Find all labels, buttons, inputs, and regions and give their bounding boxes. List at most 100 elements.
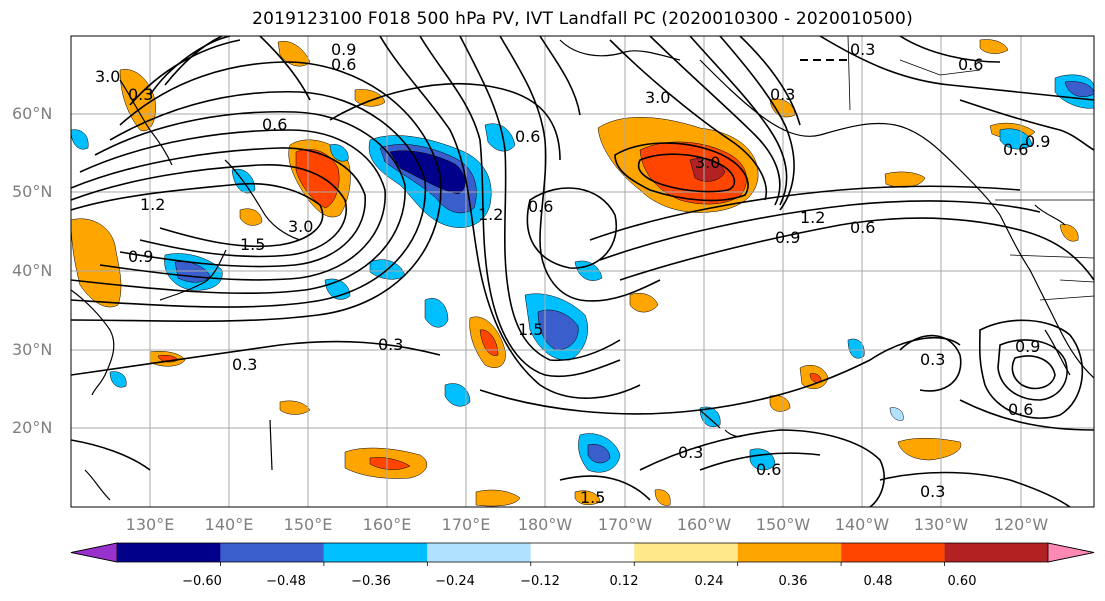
contour-label: 1.5: [240, 235, 265, 254]
contour-labels: 0.9 0.6 0.3 3.0 3.0 0.6 1.2 0.9 0.6 1.5 …: [95, 40, 1050, 507]
contour-label: 1.2: [800, 208, 825, 227]
anomaly-patch: [71, 129, 89, 150]
contour-label: 3.0: [288, 217, 313, 236]
lat-label: 40°N: [12, 261, 53, 280]
colorbar-extend-max: [1047, 542, 1095, 563]
anomaly-patch: [389, 150, 466, 195]
anomaly-patch: [574, 490, 601, 506]
contour-label: 0.3: [920, 482, 945, 501]
lon-label: 140°E: [204, 515, 254, 534]
contour-label: 0.6: [515, 127, 540, 146]
contour-label: 3.0: [645, 88, 670, 107]
colorbar-tick-label: −0.60: [182, 574, 222, 589]
lat-label: 20°N: [12, 418, 53, 437]
lon-label: 170°W: [597, 515, 653, 534]
anomaly-patch: [295, 149, 340, 209]
colorbar-tick-label: 0.24: [694, 574, 724, 589]
contour-label: 0.3: [920, 350, 945, 369]
colorbar-segment: [220, 543, 324, 562]
coastlines: [71, 39, 1094, 501]
anomaly-patch: [847, 338, 865, 359]
contour-label: 3.0: [695, 153, 720, 172]
anomaly-patch: [279, 400, 311, 415]
colorbar-segment: [841, 543, 945, 562]
contour-label: 0.3: [128, 85, 153, 104]
lon-label: 150°W: [755, 515, 811, 534]
anomaly-patch: [484, 123, 516, 152]
colorbar-tick-label: 0.60: [947, 574, 977, 589]
colorbar-tick-label: 0.48: [863, 574, 893, 589]
map-panel: 0.9 0.6 0.3 3.0 3.0 0.6 1.2 0.9 0.6 1.5 …: [71, 36, 1094, 507]
contour-label: 0.6: [262, 115, 287, 134]
anomaly-patch: [329, 144, 349, 162]
contour-label: 0.9: [775, 228, 800, 247]
colorbar-tick-label: −0.12: [520, 574, 560, 589]
lon-label: 160°W: [676, 515, 732, 534]
contour-label: 0.9: [1025, 132, 1050, 151]
contour-label: 1.2: [140, 195, 165, 214]
lon-label: 150°E: [283, 515, 333, 534]
colorbar-segment: [117, 543, 221, 562]
contour-label: 0.3: [770, 85, 795, 104]
anomaly-patch: [537, 309, 579, 351]
contour-label: 0.6: [958, 55, 983, 74]
lon-label: 180°W: [517, 515, 573, 534]
political-borders: [847, 36, 1094, 301]
contour-label: 1.2: [478, 205, 503, 224]
contour-label: 0.6: [528, 197, 553, 216]
anomaly-patch: [979, 39, 1009, 54]
lat-label: 30°N: [12, 340, 53, 359]
colorbar: [70, 542, 1095, 566]
contour-label: 0.6: [756, 460, 781, 479]
pv-anomaly-fills: [71, 39, 1094, 507]
lon-label: 130°W: [913, 515, 969, 534]
anomaly-patch: [897, 438, 962, 461]
colorbar-outline: [70, 542, 1095, 563]
anomaly-patch: [424, 298, 449, 328]
contour-label: 0.3: [678, 443, 703, 462]
contour-label: 0.9: [331, 40, 356, 59]
colorbar-tick-label: −0.24: [435, 574, 475, 589]
anomaly-patch: [699, 406, 721, 427]
anomaly-patch: [629, 292, 659, 313]
anomaly-patch: [71, 218, 122, 308]
map-border: [70, 35, 1095, 508]
colorbar-tick-label: 0.12: [609, 574, 639, 589]
anomaly-patch: [587, 444, 611, 464]
lon-label: 130°E: [125, 515, 175, 534]
contour-label: 1.5: [580, 488, 605, 507]
colorbar-segment: [634, 543, 738, 562]
contour-label: 0.6: [850, 218, 875, 237]
contour-label: 0.6: [331, 55, 356, 74]
lat-label: 50°N: [12, 182, 53, 201]
colorbar-segment: [944, 543, 1048, 562]
colorbar-tick-label: 0.36: [778, 574, 808, 589]
anomaly-patch: [1064, 81, 1094, 97]
anomaly-patch: [239, 208, 263, 226]
anomaly-patch: [277, 40, 311, 67]
contour-label: 0.9: [128, 247, 153, 266]
contour-label: 0.6: [1008, 400, 1033, 419]
graticule: [71, 36, 1094, 507]
colorbar-segment: [323, 543, 428, 562]
colorbar-extend-min: [70, 542, 118, 563]
contour-label: 0.3: [232, 355, 257, 374]
anomaly-patch: [889, 407, 904, 421]
lat-label: 60°N: [12, 104, 53, 123]
anomaly-patch: [999, 128, 1033, 150]
contour-label: 3.0: [95, 67, 120, 86]
contour-label: 0.3: [850, 40, 875, 59]
anomaly-patch: [475, 489, 521, 507]
colorbar-tick-label: −0.36: [351, 574, 391, 589]
anomaly-patch: [119, 69, 156, 132]
lon-label: 120°W: [993, 515, 1049, 534]
anomaly-patch: [354, 89, 386, 107]
anomaly-patch: [769, 395, 791, 412]
anomaly-patch: [1059, 224, 1079, 242]
pv-contours: [71, 36, 1094, 507]
colorbar-tick-label: −0.48: [266, 574, 306, 589]
contour-label: 0.6: [1003, 140, 1028, 159]
anomaly-patch: [654, 489, 671, 506]
figure-title: 2019123100 F018 500 hPa PV, IVT Landfall…: [252, 9, 913, 29]
contour-label: 0.9: [1015, 337, 1040, 356]
